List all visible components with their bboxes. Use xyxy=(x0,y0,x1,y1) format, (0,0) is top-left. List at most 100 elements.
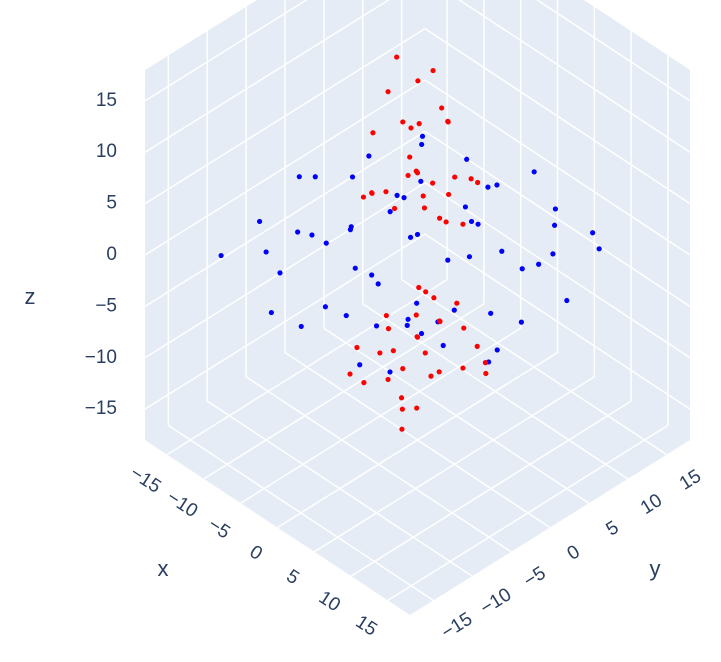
point xyxy=(418,178,424,184)
point xyxy=(468,218,475,225)
point xyxy=(394,192,400,198)
point xyxy=(474,343,480,349)
point xyxy=(482,360,489,366)
point xyxy=(485,184,491,190)
grid-line xyxy=(245,376,512,553)
point xyxy=(460,221,466,227)
point xyxy=(419,133,426,139)
point xyxy=(550,251,556,257)
x-tick-label: 0 xyxy=(246,541,266,564)
point xyxy=(436,215,443,221)
point xyxy=(399,406,405,412)
point xyxy=(462,204,469,210)
y-tick-label: −15 xyxy=(438,609,476,644)
point xyxy=(420,193,426,199)
grid-line xyxy=(424,130,691,308)
point xyxy=(405,316,411,322)
point xyxy=(443,219,449,225)
point xyxy=(551,222,558,228)
point xyxy=(519,266,525,272)
grid-line xyxy=(206,400,473,577)
point xyxy=(436,318,443,324)
point xyxy=(564,297,570,304)
point xyxy=(322,304,329,310)
point xyxy=(312,174,318,180)
point xyxy=(361,380,367,386)
point xyxy=(421,205,428,211)
point xyxy=(460,365,466,371)
point xyxy=(347,227,354,233)
point xyxy=(446,191,452,198)
point xyxy=(323,240,329,246)
x-tick-label: −15 xyxy=(126,463,164,498)
point xyxy=(357,362,363,368)
point xyxy=(445,118,451,124)
point xyxy=(590,230,596,236)
grid-line xyxy=(424,233,691,410)
point xyxy=(298,323,304,330)
point xyxy=(488,310,494,316)
point xyxy=(416,284,422,291)
point xyxy=(347,371,353,377)
point xyxy=(494,182,500,188)
point xyxy=(431,295,437,301)
point xyxy=(468,176,474,182)
point xyxy=(466,254,473,260)
point xyxy=(401,195,407,201)
point xyxy=(596,246,602,252)
point xyxy=(277,270,283,276)
point xyxy=(430,67,436,74)
point xyxy=(418,330,425,337)
point xyxy=(373,323,380,329)
point xyxy=(394,54,400,60)
point xyxy=(218,252,224,259)
point xyxy=(413,168,419,174)
point xyxy=(369,272,375,278)
point xyxy=(440,342,446,349)
z-tick-label: 5 xyxy=(106,193,117,214)
grid-line xyxy=(144,0,390,153)
point xyxy=(295,229,301,235)
point xyxy=(383,189,389,195)
point xyxy=(405,172,411,179)
point xyxy=(343,312,349,319)
point xyxy=(377,350,383,356)
x-tick-label: 15 xyxy=(352,611,381,640)
grid-line xyxy=(424,79,691,256)
point xyxy=(461,325,467,331)
point xyxy=(531,169,537,175)
point xyxy=(387,209,393,215)
grid-line xyxy=(144,27,426,205)
grid-line xyxy=(535,0,691,102)
point xyxy=(408,125,414,131)
point xyxy=(400,366,406,372)
z-tick-label: −5 xyxy=(95,295,117,316)
x-axis-title: x xyxy=(158,556,169,581)
y-tick-label: 5 xyxy=(603,517,623,540)
grid-line xyxy=(284,351,551,529)
y-tick-label: 0 xyxy=(564,541,584,564)
point xyxy=(375,281,381,287)
point xyxy=(385,326,392,332)
y-tick-label: −5 xyxy=(520,563,550,592)
point xyxy=(391,205,398,212)
y-tick-label: 10 xyxy=(637,490,666,519)
point xyxy=(475,221,481,227)
point xyxy=(414,334,420,340)
y-tick-label: 15 xyxy=(676,466,705,495)
grid-line xyxy=(424,27,691,205)
x-tick-label: −5 xyxy=(204,514,234,543)
x-tick-label: 10 xyxy=(315,587,344,616)
point xyxy=(413,312,419,318)
point xyxy=(416,121,422,127)
point xyxy=(352,265,358,271)
grid-line xyxy=(401,278,668,456)
point xyxy=(436,369,442,375)
point xyxy=(415,78,421,84)
point xyxy=(399,426,405,432)
grid-line xyxy=(144,233,426,410)
grid-line xyxy=(424,182,691,359)
grid-line xyxy=(458,0,691,153)
point xyxy=(407,234,414,240)
point xyxy=(385,376,391,383)
